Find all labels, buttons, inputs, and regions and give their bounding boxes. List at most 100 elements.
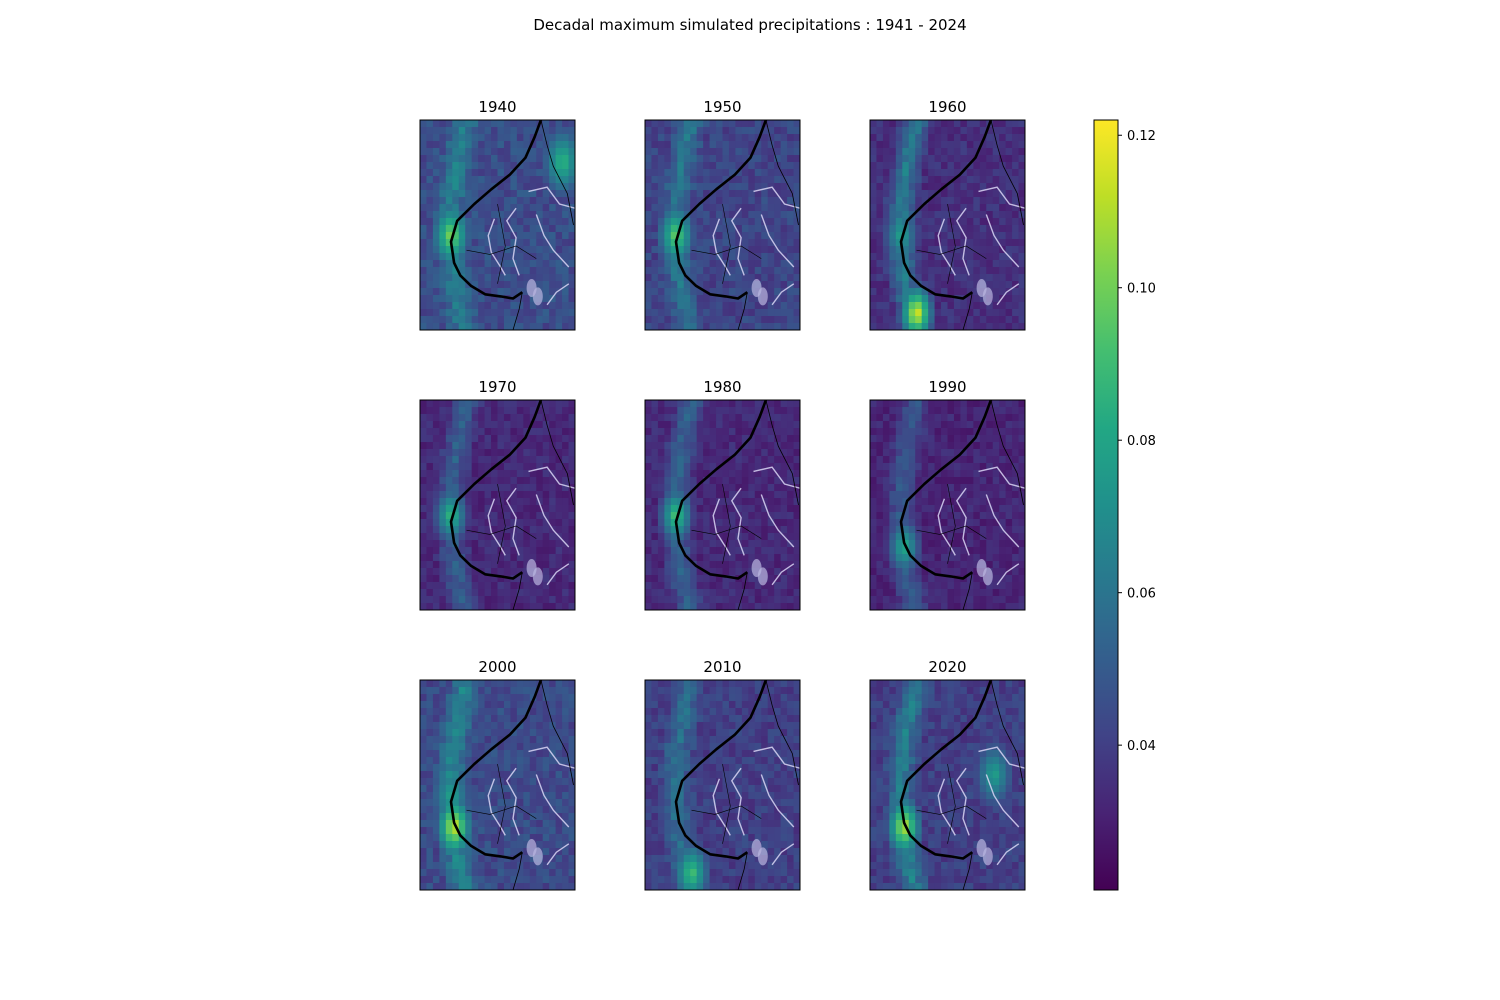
heatmap-cell — [657, 589, 665, 597]
heatmap-cell — [491, 540, 499, 548]
heatmap-cell — [562, 197, 570, 205]
heatmap-cell — [716, 316, 724, 324]
heatmap-cell — [787, 148, 795, 156]
heatmap-cell — [754, 596, 762, 604]
heatmap-cell — [915, 589, 923, 597]
heatmap-cell — [870, 442, 878, 450]
heatmap-cell — [767, 526, 775, 534]
heatmap-cell — [966, 428, 974, 436]
heatmap-cell — [947, 127, 955, 135]
heatmap-cell — [902, 267, 910, 275]
heatmap-cell — [774, 498, 782, 506]
heatmap-cell — [716, 218, 724, 226]
heatmap-cell — [915, 239, 923, 247]
heatmap-cell — [722, 141, 730, 149]
heatmap-cell — [523, 176, 531, 184]
heatmap-cell — [529, 127, 537, 135]
heatmap-cell — [1005, 295, 1013, 303]
heatmap-cell — [992, 246, 1000, 254]
heatmap-cell — [793, 246, 800, 254]
heatmap-cell — [709, 428, 717, 436]
heatmap-cell — [953, 470, 962, 478]
heatmap-cell — [973, 400, 981, 408]
heatmap-cell — [999, 120, 1007, 128]
heatmap-cell — [780, 603, 788, 610]
heatmap-cell — [426, 218, 434, 226]
heatmap-cell — [934, 533, 942, 541]
heatmap-cell — [516, 799, 524, 807]
heatmap-cell — [471, 127, 479, 135]
heatmap-cell — [432, 806, 440, 814]
heatmap-cell — [966, 141, 974, 149]
heatmap-cell — [703, 456, 711, 464]
heatmap-cell — [973, 561, 981, 569]
heatmap-cell — [555, 211, 563, 219]
heatmap-cell — [445, 505, 453, 513]
river-line — [535, 214, 570, 268]
heatmap-cell — [1005, 484, 1013, 492]
heatmap-cell — [555, 540, 563, 548]
heatmap-cell — [921, 442, 929, 450]
heatmap-cell — [761, 449, 769, 457]
heatmap-cell — [735, 155, 743, 163]
heatmap-cell — [882, 554, 890, 562]
heatmap-cell — [529, 421, 537, 429]
heatmap-cell — [503, 743, 512, 751]
heatmap-cell — [670, 603, 678, 610]
heatmap-cell — [787, 225, 795, 233]
heatmap-cell — [458, 519, 466, 527]
heatmap-cell — [439, 239, 447, 247]
heatmap-cell — [497, 197, 505, 205]
heatmap-cell — [516, 169, 524, 177]
heatmap-cell — [484, 582, 492, 590]
heatmap-cell — [645, 554, 653, 562]
heatmap-cell — [703, 323, 711, 330]
heatmap-cell — [876, 134, 884, 142]
heatmap-cell — [645, 274, 653, 282]
heatmap-cell — [452, 841, 460, 849]
heatmap-cell — [484, 540, 492, 548]
heatmap-cell — [432, 512, 440, 520]
heatmap-cell — [471, 197, 479, 205]
heatmap-cell — [780, 449, 788, 457]
heatmap-cell — [420, 435, 428, 443]
heatmap-cell — [696, 484, 704, 492]
heatmap-cell — [761, 512, 769, 520]
heatmap-cell — [716, 456, 724, 464]
heatmap-cell — [458, 253, 466, 261]
heatmap-cell — [915, 575, 923, 583]
heatmap-cell — [876, 498, 884, 506]
heatmap-cell — [696, 127, 704, 135]
heatmap-cell — [735, 120, 743, 128]
heatmap-cell — [696, 169, 704, 177]
heatmap-cell — [523, 316, 531, 324]
heatmap-cell — [645, 484, 653, 492]
heatmap-cell — [934, 589, 942, 597]
heatmap-cell — [445, 701, 453, 709]
heatmap-cell — [491, 323, 499, 330]
heatmap-cell — [510, 407, 518, 415]
heatmap-cell — [735, 281, 743, 289]
river-line — [937, 498, 956, 556]
heatmap-cell — [973, 484, 981, 492]
heatmap-cell — [452, 155, 460, 163]
heatmap-cell — [761, 477, 769, 485]
heatmap-cell — [465, 239, 473, 247]
heatmap-cell — [465, 694, 473, 702]
heatmap-cell — [529, 834, 537, 842]
heatmap-cell — [895, 134, 903, 142]
heatmap-cell — [787, 211, 795, 219]
heatmap-cell — [549, 680, 557, 688]
heatmap-cell — [568, 246, 575, 254]
heatmap-cell — [478, 554, 486, 562]
river-line — [505, 207, 520, 276]
heatmap-cell — [895, 127, 903, 135]
heatmap-cell — [677, 400, 685, 408]
heatmap-cell — [503, 701, 512, 709]
heatmap-cell — [478, 547, 486, 555]
heatmap-cell — [908, 540, 916, 548]
heatmap-cell — [761, 428, 769, 436]
heatmap-cell — [503, 225, 512, 233]
heatmap-cell — [536, 204, 544, 212]
heatmap-cell — [478, 764, 486, 772]
